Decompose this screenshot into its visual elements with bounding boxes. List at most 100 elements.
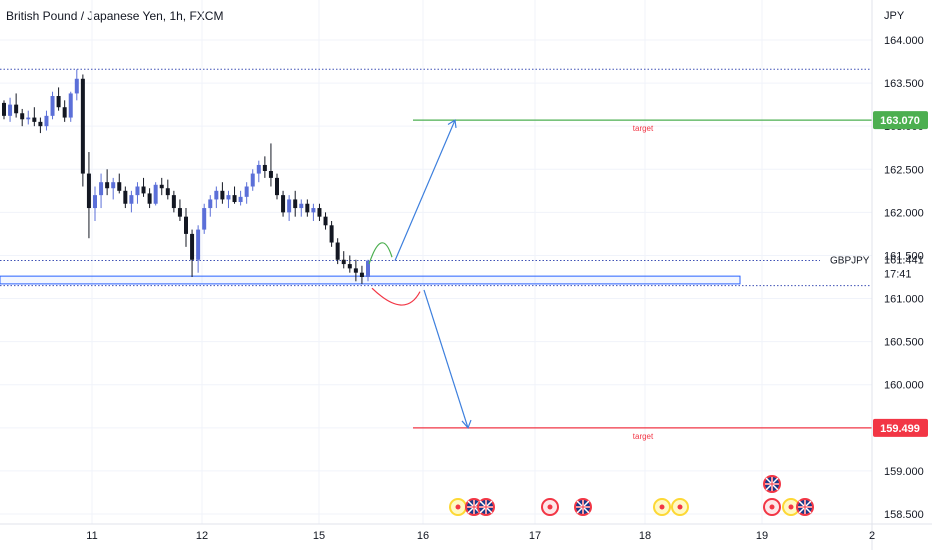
candle-body (256, 164, 261, 174)
candle-body (347, 264, 352, 269)
event-dot (788, 504, 794, 510)
candle-body (159, 184, 164, 189)
candle-body (341, 259, 346, 265)
candle-body (8, 104, 13, 116)
x-tick-label: 2 (869, 530, 875, 542)
candle-body (2, 102, 6, 116)
candle-body (147, 193, 152, 204)
event-dot (677, 504, 683, 510)
candle-body (56, 96, 61, 108)
bearish-curve (371, 287, 421, 306)
target-price-label: 163.070 (880, 115, 920, 127)
x-tick-label: 16 (417, 530, 429, 542)
y-tick-label: 163.500 (884, 78, 924, 90)
y-tick-label: 162.500 (884, 164, 924, 176)
candle-body (117, 182, 122, 191)
candle-body (366, 260, 370, 277)
x-tick-label: 17 (529, 530, 541, 542)
candle-body (281, 195, 286, 213)
candle-body (141, 186, 146, 194)
event-dot (769, 504, 775, 510)
levels (0, 68, 872, 287)
y-tick-label: 162.000 (884, 207, 924, 219)
candle-body (171, 195, 176, 209)
candle-body (20, 113, 25, 120)
last-price-label: 161.441 (884, 255, 924, 267)
candle-body (26, 117, 31, 120)
candle-body (232, 195, 237, 203)
event-dot (455, 504, 461, 510)
candle-body (299, 203, 304, 209)
support-zone (0, 275, 741, 285)
candle-body (38, 121, 43, 127)
candle-body (268, 170, 273, 178)
candle-body (68, 93, 73, 118)
bullish-arrow (394, 119, 456, 261)
countdown-label: 17:41 (884, 269, 912, 281)
event-dot (547, 504, 553, 510)
y-tick-label: 158.500 (884, 509, 924, 521)
price-axis[interactable]: JPY164.000163.500163.000162.500162.00016… (830, 0, 928, 550)
candle-body (202, 208, 207, 230)
candle-body (165, 188, 170, 196)
x-tick-label: 19 (756, 530, 768, 542)
candle-body (238, 196, 243, 203)
bullish-curve (368, 242, 393, 265)
candle-body (62, 107, 67, 118)
candle-body (208, 199, 213, 209)
target-price-badge (873, 418, 928, 437)
candle-body (14, 104, 19, 114)
event-markers[interactable] (449, 475, 814, 516)
candle-body (93, 195, 97, 209)
x-tick-label: 12 (196, 530, 208, 542)
candle-body (250, 173, 255, 187)
time-axis[interactable]: 11 12 15 16 17 18 19 2 (0, 523, 932, 542)
bearish-arrowhead (461, 419, 472, 430)
drawings: target target (368, 119, 872, 441)
candle-body (99, 182, 104, 196)
candle-body (74, 78, 79, 94)
y-tick-label: 160.000 (884, 380, 924, 392)
y-tick-label: 161.500 (884, 250, 924, 262)
target-price-label: 159.499 (880, 423, 920, 435)
candle-body (359, 272, 364, 277)
candle-body (275, 177, 279, 196)
candle-body (190, 233, 195, 260)
candle-body (329, 225, 334, 243)
candle-body (353, 268, 358, 273)
candle-body (262, 164, 267, 171)
target-price-badge (873, 111, 928, 130)
y-tick-label: 161.000 (884, 294, 924, 306)
candle-body (123, 190, 128, 204)
candle-body (293, 199, 298, 209)
candle-body (44, 115, 49, 127)
candle-body (32, 117, 37, 122)
bullish-arrowhead (447, 119, 457, 128)
chart-title: British Pound / Japanese Yen, 1h, FXCM (6, 9, 224, 23)
x-tick-label: 15 (313, 530, 325, 542)
candle-body (287, 199, 292, 213)
candle-body (177, 208, 182, 217)
bearish-arrow (423, 289, 469, 429)
event-dot (659, 504, 665, 510)
target-label: target (633, 432, 654, 441)
candle-body (335, 242, 340, 260)
candle-body (153, 184, 158, 204)
candle-body (111, 182, 116, 189)
candle-body (244, 186, 249, 197)
y-tick-label: 159.000 (884, 466, 924, 478)
candle-body (311, 208, 316, 213)
candle-body (317, 208, 322, 217)
y-tick-label: 164.000 (884, 35, 924, 47)
candle-body (135, 186, 140, 196)
grid (0, 0, 873, 524)
candle-body (50, 96, 55, 116)
candle-body (80, 78, 85, 174)
x-tick-label: 11 (86, 530, 97, 542)
candle-body (196, 229, 201, 260)
target-label: target (633, 124, 654, 133)
candle-body (220, 190, 225, 200)
candle-body (184, 216, 188, 234)
candle-body (323, 216, 328, 226)
